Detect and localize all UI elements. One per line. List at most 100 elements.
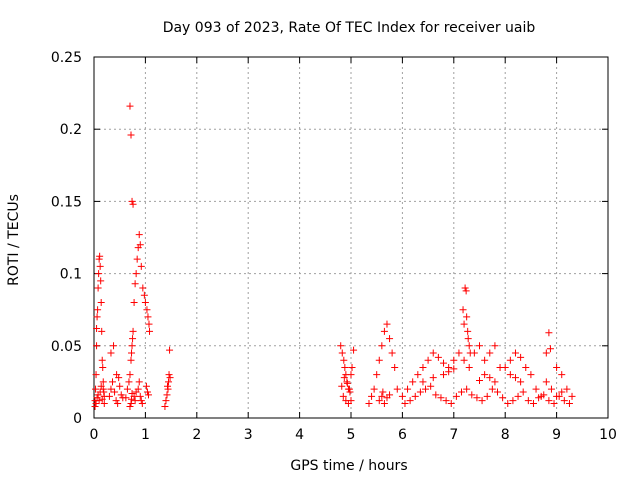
data-point [131,280,139,288]
data-point [452,392,460,400]
data-point [550,400,558,408]
data-point [345,385,353,393]
y-tick-label: 0.15 [51,194,82,210]
data-point [97,298,105,306]
data-point [93,324,101,332]
y-tick-label: 0.05 [51,339,82,355]
data-point [429,349,437,357]
data-point [517,353,525,361]
data-point [165,378,173,386]
data-point [393,385,401,393]
data-point [532,385,540,393]
data-point [93,313,101,321]
y-tick-label: 0.2 [60,122,82,138]
y-tick-label: 0.25 [51,50,82,66]
data-point [166,374,174,382]
data-point [135,231,143,239]
data-point [338,382,346,390]
data-point [483,392,491,400]
data-point [509,397,517,405]
data-point [98,356,106,364]
data-point [99,363,107,371]
data-point [386,391,394,399]
data-points [91,102,576,410]
data-point [341,363,349,371]
data-point [465,363,473,371]
data-point [343,379,351,387]
data-point [440,371,448,379]
data-point [375,397,383,405]
data-point [445,368,453,376]
data-point [128,197,136,205]
data-point [164,382,172,390]
data-point [105,392,113,400]
data-point [143,306,151,314]
data-point [440,359,448,367]
data-point [165,371,173,379]
data-point [350,346,358,354]
y-tick-label: 0.1 [60,267,82,283]
data-point [511,349,519,357]
data-point [380,400,388,408]
data-point [95,270,103,278]
data-point [429,374,437,382]
data-point [126,371,134,379]
data-point [466,349,474,357]
data-point [464,327,472,335]
data-point [379,388,387,396]
data-point [414,371,422,379]
data-point [127,356,135,364]
data-point [92,385,100,393]
data-point [565,400,573,408]
data-point [462,287,470,295]
x-axis-label: GPS time / hours [290,458,407,474]
x-tick-label: 8 [501,427,510,443]
data-point [406,397,414,405]
data-point [96,262,104,270]
data-point [540,391,548,399]
data-point [506,356,514,364]
data-point [378,342,386,350]
data-point [98,395,106,403]
data-point [546,345,554,353]
data-point [129,200,137,208]
data-point [144,391,152,399]
data-point [468,391,476,399]
data-point [162,397,170,405]
data-point [116,382,124,390]
data-point [122,394,130,402]
data-point [424,356,432,364]
data-point [542,349,550,357]
y-axis-label: ROTI / TECUs [6,194,22,286]
data-point [145,320,153,328]
data-point [128,349,136,357]
data-point [110,342,118,350]
data-point [535,394,543,402]
data-point [545,397,553,405]
data-point [114,400,122,408]
data-point [92,371,100,379]
data-point [542,378,550,386]
data-point [133,255,141,263]
data-point [373,371,381,379]
x-tick-label: 0 [90,427,99,443]
data-point [427,382,435,390]
data-point [117,391,125,399]
data-point [465,342,473,350]
data-point [109,378,117,386]
data-point [383,320,391,328]
data-point [461,284,469,292]
data-point [125,378,133,386]
data-point [491,342,499,350]
data-point [493,388,501,396]
data-point [131,397,139,405]
data-point [347,371,355,379]
data-point [340,374,348,382]
data-point [458,388,466,396]
data-point [491,378,499,386]
data-point [130,298,138,306]
data-point [126,402,134,410]
data-point [166,346,174,354]
data-point [107,349,115,357]
data-point [499,394,507,402]
